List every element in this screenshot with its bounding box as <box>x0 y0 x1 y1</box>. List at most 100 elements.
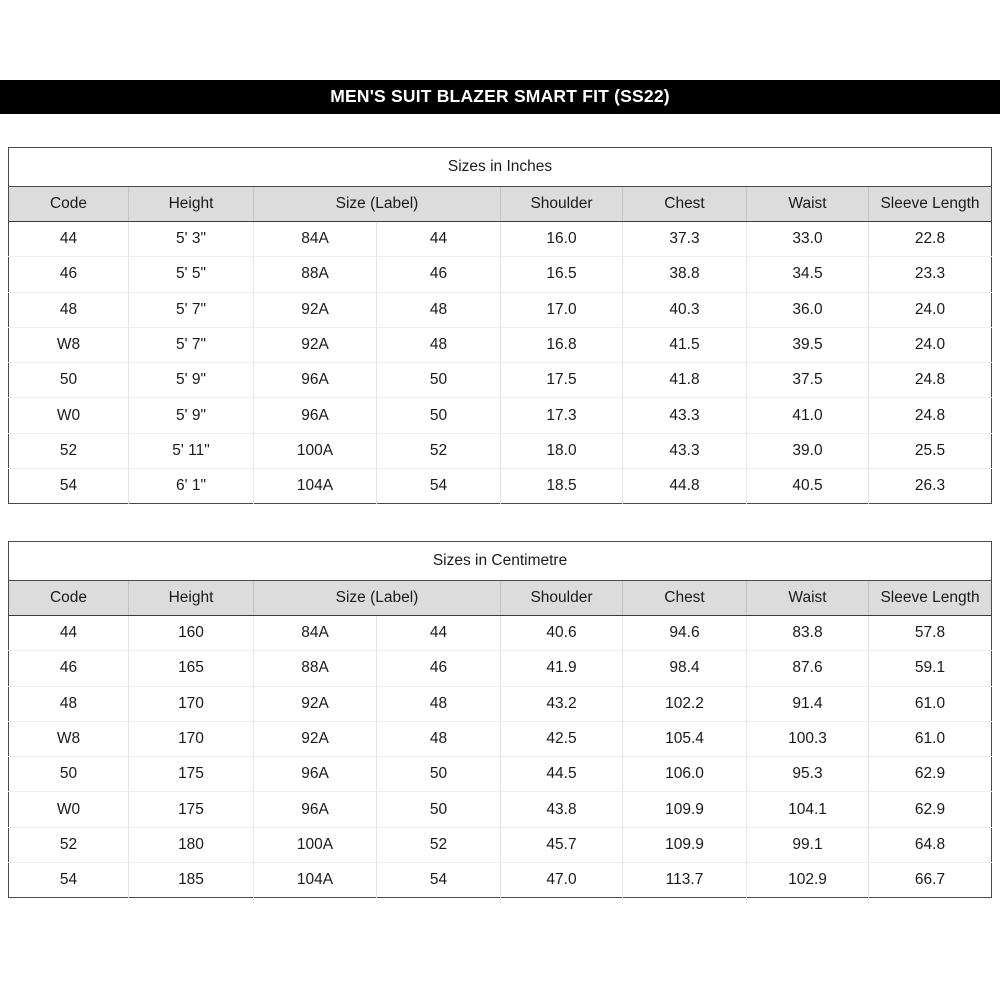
cell-label: 96A <box>253 362 377 399</box>
cell-label-num: 48 <box>376 686 501 722</box>
cell-height: 165 <box>128 650 254 687</box>
cell-waist: 104.1 <box>746 791 869 828</box>
cell-height: 170 <box>128 686 254 722</box>
cell-height: 5' 9" <box>128 397 254 434</box>
cell-waist: 39.5 <box>746 327 869 364</box>
column-header-sleeve: Sleeve Length <box>868 186 992 222</box>
cell-sleeve: 24.0 <box>868 327 992 364</box>
cell-sleeve: 24.8 <box>868 362 992 399</box>
cell-label-num: 48 <box>376 292 501 328</box>
cell-label-num: 50 <box>376 791 501 828</box>
cell-code: 50 <box>8 756 129 793</box>
cell-height: 180 <box>128 827 254 864</box>
cell-sleeve: 24.8 <box>868 397 992 434</box>
cell-code: 54 <box>8 862 129 898</box>
cell-shoulder: 17.0 <box>500 292 623 328</box>
cell-sleeve: 23.3 <box>868 256 992 293</box>
cell-waist: 34.5 <box>746 256 869 293</box>
cell-label: 104A <box>253 468 377 504</box>
cell-chest: 102.2 <box>622 686 747 722</box>
cell-waist: 39.0 <box>746 433 869 470</box>
column-header-height: Height <box>128 186 254 222</box>
cell-sleeve: 57.8 <box>868 615 992 652</box>
cell-chest: 109.9 <box>622 827 747 864</box>
cell-chest: 109.9 <box>622 791 747 828</box>
cell-height: 175 <box>128 756 254 793</box>
table-row: 46 5' 5" 88A 46 16.5 38.8 34.5 23.3 <box>8 256 992 293</box>
cell-shoulder: 18.0 <box>500 433 623 470</box>
cell-label-num: 50 <box>376 397 501 434</box>
cell-code: 46 <box>8 650 129 687</box>
cell-code: 52 <box>8 827 129 864</box>
cell-chest: 37.3 <box>622 221 747 258</box>
cell-sleeve: 66.7 <box>868 862 992 898</box>
cell-code: 50 <box>8 362 129 399</box>
cell-height: 5' 5" <box>128 256 254 293</box>
cell-chest: 94.6 <box>622 615 747 652</box>
table-row: 54 185 104A 54 47.0 113.7 102.9 66.7 <box>8 862 992 898</box>
column-header-size-label: Size (Label) <box>253 186 501 222</box>
cell-label-num: 54 <box>376 862 501 898</box>
cell-shoulder: 45.7 <box>500 827 623 864</box>
cell-height: 160 <box>128 615 254 652</box>
cell-code: W0 <box>8 397 129 434</box>
cell-chest: 105.4 <box>622 721 747 758</box>
column-header-waist: Waist <box>746 580 869 616</box>
cell-label: 92A <box>253 327 377 364</box>
cell-waist: 37.5 <box>746 362 869 399</box>
cell-height: 5' 3" <box>128 221 254 258</box>
table-header-row: Code Height Size (Label) Shoulder Chest … <box>8 580 992 616</box>
cell-shoulder: 18.5 <box>500 468 623 504</box>
cell-code: 48 <box>8 686 129 722</box>
title-banner: MEN'S SUIT BLAZER SMART FIT (SS22) <box>0 80 1000 114</box>
cell-height: 5' 7" <box>128 292 254 328</box>
column-header-shoulder: Shoulder <box>500 580 623 616</box>
page-title: MEN'S SUIT BLAZER SMART FIT (SS22) <box>330 86 670 107</box>
cell-height: 5' 11" <box>128 433 254 470</box>
column-header-chest: Chest <box>622 580 747 616</box>
cell-waist: 95.3 <box>746 756 869 793</box>
cell-code: 46 <box>8 256 129 293</box>
cell-shoulder: 42.5 <box>500 721 623 758</box>
table-header-row: Code Height Size (Label) Shoulder Chest … <box>8 186 992 222</box>
cell-chest: 41.5 <box>622 327 747 364</box>
cell-label-num: 48 <box>376 721 501 758</box>
cell-label-num: 46 <box>376 650 501 687</box>
cell-sleeve: 22.8 <box>868 221 992 258</box>
table-row: W0 175 96A 50 43.8 109.9 104.1 62.9 <box>8 791 992 828</box>
cell-sleeve: 59.1 <box>868 650 992 687</box>
cell-label: 84A <box>253 615 377 652</box>
cell-label-num: 52 <box>376 433 501 470</box>
cell-chest: 113.7 <box>622 862 747 898</box>
table-row: 50 175 96A 50 44.5 106.0 95.3 62.9 <box>8 756 992 793</box>
cell-sleeve: 62.9 <box>868 756 992 793</box>
cell-label: 92A <box>253 686 377 722</box>
cell-sleeve: 61.0 <box>868 686 992 722</box>
column-header-code: Code <box>8 580 129 616</box>
cell-shoulder: 41.9 <box>500 650 623 687</box>
column-header-height: Height <box>128 580 254 616</box>
cell-sleeve: 26.3 <box>868 468 992 504</box>
cell-sleeve: 62.9 <box>868 791 992 828</box>
cell-waist: 33.0 <box>746 221 869 258</box>
cell-shoulder: 44.5 <box>500 756 623 793</box>
cell-waist: 41.0 <box>746 397 869 434</box>
cell-label: 100A <box>253 827 377 864</box>
cell-sleeve: 25.5 <box>868 433 992 470</box>
table-band-row: Sizes in Centimetre <box>8 541 992 581</box>
column-header-size-label: Size (Label) <box>253 580 501 616</box>
cell-code: W0 <box>8 791 129 828</box>
cell-label-num: 48 <box>376 327 501 364</box>
table-row: 44 160 84A 44 40.6 94.6 83.8 57.8 <box>8 615 992 652</box>
cell-sleeve: 24.0 <box>868 292 992 328</box>
cell-label: 88A <box>253 256 377 293</box>
column-header-shoulder: Shoulder <box>500 186 623 222</box>
cell-label-num: 54 <box>376 468 501 504</box>
column-header-code: Code <box>8 186 129 222</box>
cell-code: 54 <box>8 468 129 504</box>
cell-label: 96A <box>253 756 377 793</box>
cell-waist: 100.3 <box>746 721 869 758</box>
cell-waist: 87.6 <box>746 650 869 687</box>
table-row: 46 165 88A 46 41.9 98.4 87.6 59.1 <box>8 650 992 687</box>
cell-chest: 38.8 <box>622 256 747 293</box>
